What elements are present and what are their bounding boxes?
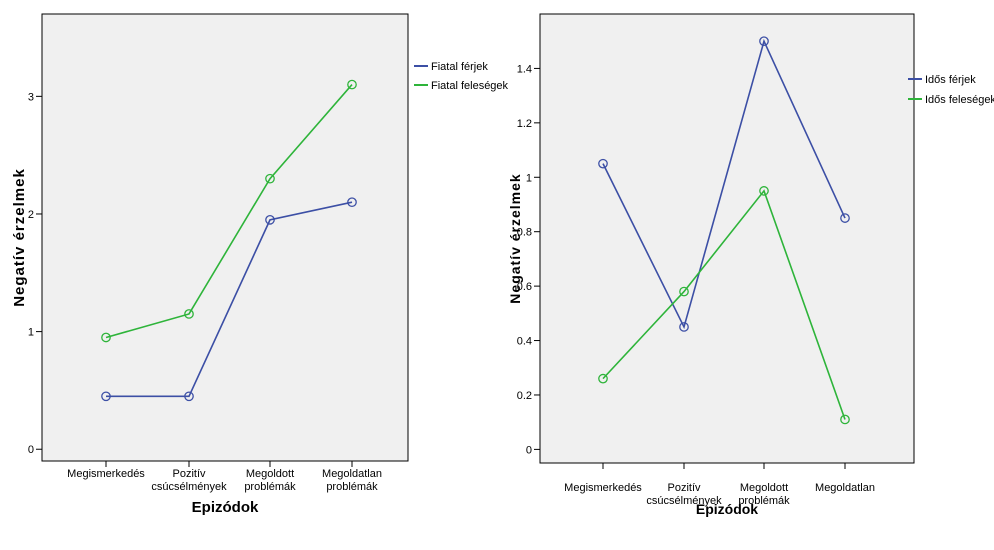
x-category-label: Megoldatlan problémák — [322, 468, 382, 493]
y-tick-label: 1.2 — [517, 118, 532, 130]
y-tick-label: 1 — [526, 172, 532, 184]
y-tick-label: 0 — [526, 444, 532, 456]
y-tick-label: 3 — [28, 91, 34, 103]
data-point — [184, 309, 194, 319]
x-axis-title: Epizódok — [696, 501, 758, 517]
y-tick-label: 0.4 — [517, 336, 532, 348]
x-category-label: Pozitív csúcsélmények — [646, 482, 722, 507]
x-axis-title: Epizódok — [192, 499, 259, 516]
chart-panel-1: 0 1 2 3 Megismerkedés Pozitív csúcsélmények Meg… — [11, 13, 509, 516]
data-point — [184, 391, 194, 402]
x-category-label: Megoldatlan — [815, 482, 875, 494]
data-point — [101, 391, 111, 402]
data-point — [598, 158, 608, 169]
y-axis-title: Negatív érzelmek — [507, 173, 523, 303]
legend-label: Idős férjek — [925, 74, 976, 86]
legend-label: Fiatal férjek — [431, 61, 488, 73]
data-point — [347, 197, 357, 208]
legend-label: Idős feleségek — [925, 94, 994, 106]
y-tick-label: 0.6 — [517, 281, 532, 293]
data-point — [679, 322, 689, 332]
x-category-label: Pozitív csúcsélmények — [151, 468, 227, 493]
x-category-label: Megismerkedés — [564, 482, 642, 494]
series-line-2 — [602, 189, 846, 420]
series-line-2 — [105, 84, 353, 339]
y-tick-label: 2 — [28, 209, 34, 221]
y-tick-label: 1 — [28, 327, 34, 339]
data-point — [759, 36, 769, 47]
y-tick-label: 0.8 — [517, 227, 532, 239]
data-point — [265, 215, 275, 225]
data-point — [840, 213, 850, 223]
legend-label: Fiatal feleségek — [431, 80, 509, 92]
data-point — [759, 186, 769, 196]
data-point — [265, 173, 275, 184]
data-point — [840, 414, 850, 425]
data-point — [347, 79, 357, 90]
data-point — [101, 332, 111, 343]
data-point — [598, 373, 608, 384]
series-line-1 — [106, 201, 353, 398]
x-category-label: Megoldott problémák — [244, 468, 296, 493]
chart-panel-2: 0 0.2 0.4 0.6 0.8 1 1.2 1.4 Megismerkedés Pozitív… — [507, 13, 994, 517]
series-line-1 — [602, 38, 846, 330]
y-tick-label: 0.2 — [517, 390, 532, 402]
plot-area — [41, 13, 409, 462]
y-tick-label: 1.4 — [517, 63, 532, 75]
data-point — [679, 286, 689, 297]
x-category-label: Megoldott problémák — [738, 482, 790, 507]
x-category-label: Megismerkedés — [67, 468, 145, 480]
y-axis-title: Negatív érzelmek — [11, 168, 28, 307]
y-tick-label: 0 — [28, 444, 34, 456]
